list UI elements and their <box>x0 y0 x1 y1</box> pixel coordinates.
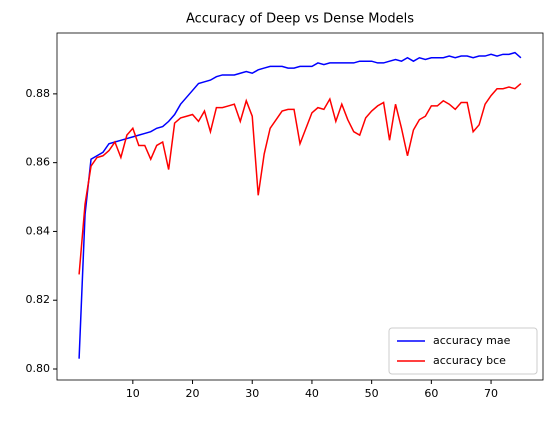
y-tick-label: 0.82 <box>26 293 51 306</box>
line <box>78 82 522 275</box>
line <box>78 51 522 359</box>
chart-title: Accuracy of Deep vs Dense Models <box>186 12 414 27</box>
y-tick-label: 0.86 <box>26 156 51 169</box>
plot-frame <box>56 32 544 381</box>
x-tick-label: 40 <box>305 387 319 400</box>
legend-label: accuracy bce <box>433 354 506 367</box>
x-tick-label: 70 <box>484 387 498 400</box>
y-tick-label: 0.80 <box>26 362 51 375</box>
x-tick-label: 10 <box>126 387 140 400</box>
x-tick-label: 50 <box>365 387 379 400</box>
y-tick-label: 0.88 <box>26 87 51 100</box>
y-tick-label: 0.84 <box>26 224 51 237</box>
x-tick-label: 60 <box>424 387 438 400</box>
x-tick-label: 30 <box>245 387 259 400</box>
legend <box>388 327 538 375</box>
x-tick-label: 20 <box>186 387 200 400</box>
legend-label: accuracy mae <box>433 334 511 347</box>
